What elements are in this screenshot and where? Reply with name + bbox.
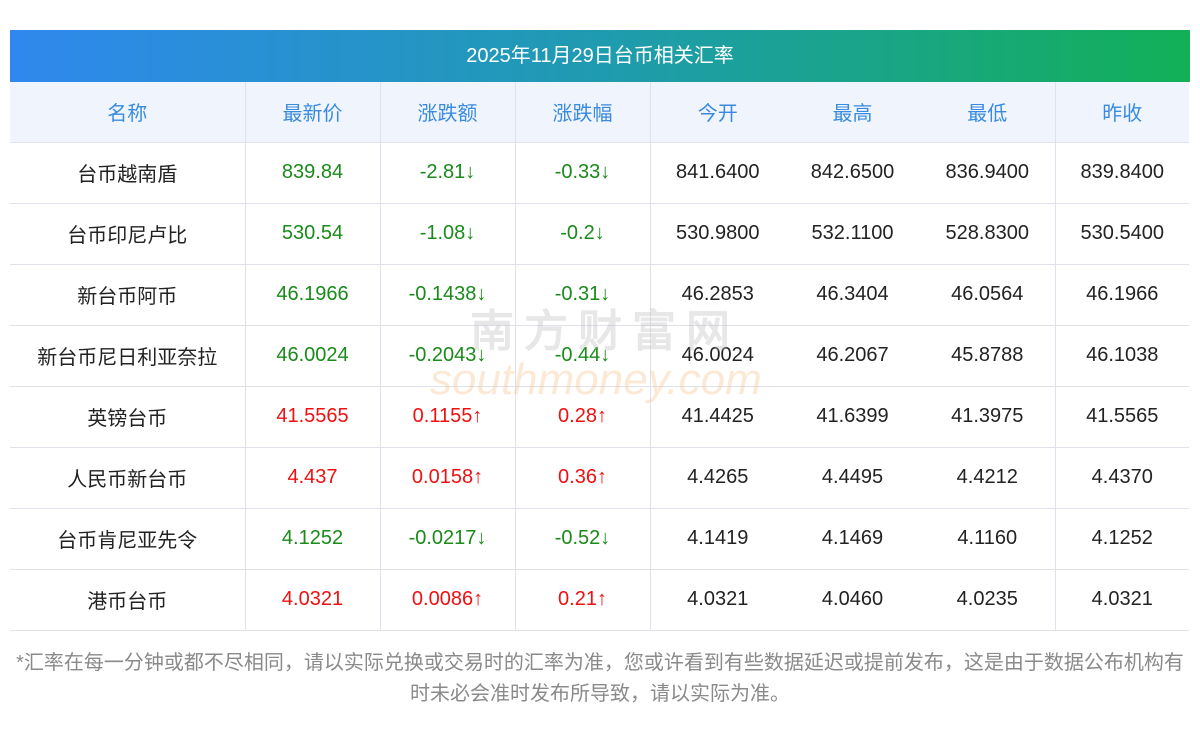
table-row: 台币越南盾 839.84 -2.81↓ -0.33↓ 841.6400 842.6500 8… <box>10 142 1189 204</box>
cell-value: 4.1252 <box>1055 508 1189 570</box>
cell-value: -0.33↓ <box>515 142 651 204</box>
cell-value: 46.0024 <box>245 325 381 387</box>
cell-value: 530.9800 <box>650 203 785 265</box>
cell-value: 528.8300 <box>920 203 1056 265</box>
cell-value: 0.0158↑ <box>380 447 516 509</box>
column-header: 最新价 <box>245 82 381 143</box>
cell-value: -0.0217↓ <box>380 508 516 570</box>
currency-name: 新台币尼日利亚奈拉 <box>10 325 246 387</box>
table-row: 英镑台币 41.5565 0.1155↑ 0.28↑ 41.4425 41.6399 41.… <box>10 386 1189 448</box>
cell-value: 4.1160 <box>920 508 1056 570</box>
cell-value: 0.28↑ <box>515 386 651 448</box>
currency-name: 台币肯尼亚先令 <box>10 508 246 570</box>
exchange-rate-table: 名称 最新价 涨跌额 涨跌幅 今开 最高 最低 昨收 台币越南盾 839.84 -2.81↓ -0.… <box>10 82 1189 631</box>
cell-value: 532.1100 <box>785 203 920 265</box>
currency-name: 人民币新台币 <box>10 447 246 509</box>
cell-value: 4.1419 <box>650 508 785 570</box>
cell-value: 836.9400 <box>920 142 1056 204</box>
cell-value: 41.3975 <box>920 386 1056 448</box>
cell-value: -0.31↓ <box>515 264 651 326</box>
cell-value: 4.0321 <box>650 569 785 631</box>
cell-value: 4.0321 <box>1055 569 1189 631</box>
cell-value: 41.4425 <box>650 386 785 448</box>
cell-value: -0.52↓ <box>515 508 651 570</box>
table-title: 2025年11月29日台币相关汇率 <box>10 30 1190 82</box>
cell-value: 46.0024 <box>650 325 785 387</box>
table-row: 港币台币 4.0321 0.0086↑ 0.21↑ 4.0321 4.0460 4.0235… <box>10 569 1189 631</box>
currency-name: 台币印尼卢比 <box>10 203 246 265</box>
cell-value: 46.1966 <box>245 264 381 326</box>
cell-value: 4.4495 <box>785 447 920 509</box>
cell-value: 0.21↑ <box>515 569 651 631</box>
header-row: 名称 最新价 涨跌额 涨跌幅 今开 最高 最低 昨收 <box>10 82 1189 143</box>
column-header: 涨跌幅 <box>515 82 651 143</box>
table-row: 台币肯尼亚先令 4.1252 -0.0217↓ -0.52↓ 4.1419 4.1469 4… <box>10 508 1189 570</box>
column-header: 昨收 <box>1055 82 1189 143</box>
cell-value: -0.1438↓ <box>380 264 516 326</box>
cell-value: 4.4265 <box>650 447 785 509</box>
table-row: 人民币新台币 4.437 0.0158↑ 0.36↑ 4.4265 4.4495 4.421… <box>10 447 1189 509</box>
cell-value: 46.1038 <box>1055 325 1189 387</box>
cell-value: -0.2043↓ <box>380 325 516 387</box>
column-header: 最低 <box>920 82 1056 143</box>
cell-value: 4.0460 <box>785 569 920 631</box>
cell-value: 0.0086↑ <box>380 569 516 631</box>
cell-value: 46.3404 <box>785 264 920 326</box>
cell-value: 0.36↑ <box>515 447 651 509</box>
cell-value: 4.437 <box>245 447 381 509</box>
table-row: 新台币阿币 46.1966 -0.1438↓ -0.31↓ 46.2853 46.3404… <box>10 264 1189 326</box>
cell-value: 0.1155↑ <box>380 386 516 448</box>
currency-name: 港币台币 <box>10 569 246 631</box>
column-header: 今开 <box>650 82 785 143</box>
cell-value: 46.2067 <box>785 325 920 387</box>
cell-value: 842.6500 <box>785 142 920 204</box>
cell-value: 41.5565 <box>1055 386 1189 448</box>
table-row: 新台币尼日利亚奈拉 46.0024 -0.2043↓ -0.44↓ 46.0024 46.… <box>10 325 1189 387</box>
cell-value: -0.2↓ <box>515 203 651 265</box>
table-row: 台币印尼卢比 530.54 -1.08↓ -0.2↓ 530.9800 532.1100 5… <box>10 203 1189 265</box>
cell-value: 530.5400 <box>1055 203 1189 265</box>
currency-name: 新台币阿币 <box>10 264 246 326</box>
column-header: 名称 <box>10 82 246 143</box>
cell-value: 4.1469 <box>785 508 920 570</box>
column-header: 最高 <box>785 82 920 143</box>
cell-value: 45.8788 <box>920 325 1056 387</box>
cell-value: 4.0235 <box>920 569 1056 631</box>
cell-value: -1.08↓ <box>380 203 516 265</box>
cell-value: 46.1966 <box>1055 264 1189 326</box>
cell-value: 4.4212 <box>920 447 1056 509</box>
cell-value: 4.1252 <box>245 508 381 570</box>
currency-name: 英镑台币 <box>10 386 246 448</box>
cell-value: 46.0564 <box>920 264 1056 326</box>
cell-value: -2.81↓ <box>380 142 516 204</box>
cell-value: 4.4370 <box>1055 447 1189 509</box>
disclaimer-note: *汇率在每一分钟或都不尽相同，请以实际兑换或交易时的汇率为准，您或许看到有些数据… <box>16 652 1184 705</box>
cell-value: 41.5565 <box>245 386 381 448</box>
currency-name: 台币越南盾 <box>10 142 246 204</box>
cell-value: 841.6400 <box>650 142 785 204</box>
cell-value: -0.44↓ <box>515 325 651 387</box>
cell-value: 839.8400 <box>1055 142 1189 204</box>
cell-value: 46.2853 <box>650 264 785 326</box>
cell-value: 530.54 <box>245 203 381 265</box>
cell-value: 839.84 <box>245 142 381 204</box>
column-header: 涨跌额 <box>380 82 516 143</box>
cell-value: 41.6399 <box>785 386 920 448</box>
cell-value: 4.0321 <box>245 569 381 631</box>
